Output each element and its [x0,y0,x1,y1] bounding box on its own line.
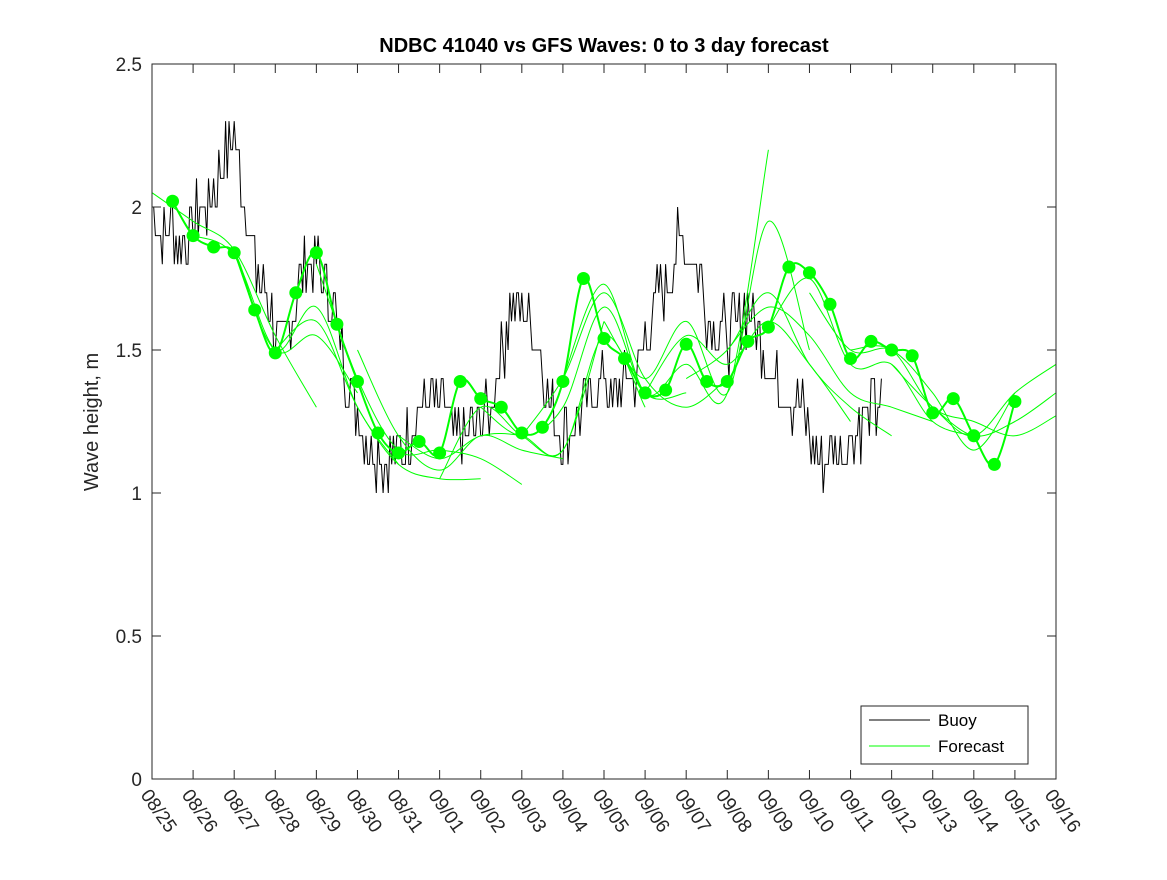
forecast-point [576,272,590,285]
forecast-point [741,334,755,348]
forecast-point [679,337,693,351]
forecast-point [659,383,673,397]
y-tick-label: 2 [131,198,142,219]
forecast-point [166,194,180,208]
y-tick-label: 0.5 [116,627,142,648]
forecast-point [720,374,734,388]
forecast-point [289,286,303,300]
forecast-point [494,400,508,414]
forecast-point [268,346,282,360]
plot-layer [151,121,1057,494]
forecast-point [412,435,426,449]
forecast-point [453,374,467,388]
forecast-run-line [768,277,974,437]
forecast-point [330,317,344,331]
forecast-point [474,392,488,406]
forecast-point [392,446,406,460]
forecast-point [761,320,775,334]
y-tick-label: 0 [131,770,142,791]
forecast-point [597,332,611,346]
forecast-run-line [685,292,892,437]
chart-title: NDBC 41040 vs GFS Waves: 0 to 3 day fore… [379,35,829,57]
forecast-run-line [603,220,810,396]
forecast-point [207,240,221,254]
forecast-point [186,229,200,243]
forecast-point [515,426,529,440]
forecast-point [926,406,940,420]
y-tick-label: 1.5 [116,341,142,362]
forecast-point [309,246,323,260]
forecast-point [433,446,447,460]
forecast-point [248,303,262,317]
forecast-point [946,392,960,406]
y-tick-label: 1 [131,484,142,505]
forecast-point [802,266,816,280]
forecast-point [987,457,1001,471]
forecast-run-line [726,306,933,422]
forecast-point [844,352,858,366]
y-axis-label: Wave height, m [81,353,103,491]
legend: Buoy Forecast [860,705,1029,765]
forecast-point [638,386,652,400]
forecast-point [1008,394,1022,408]
forecast-point [823,297,837,311]
forecast-point [905,349,919,363]
forecast-point [885,343,899,357]
forecast-point [535,420,549,434]
forecast-point [618,352,632,366]
legend-buoy-label: Buoy [938,711,977,730]
forecast-point [967,429,981,443]
forecast-run-line [357,349,564,471]
forecast-point [782,260,796,274]
forecast-point [700,374,714,388]
forecast-point [864,334,878,348]
forecast-run-line [932,392,1057,437]
legend-forecast-label: Forecast [938,737,1004,756]
forecast-point [227,246,241,260]
forecast-point [350,374,364,388]
forecast-run-line [562,149,769,404]
legend-box [860,705,1029,765]
y-tick-label: 2.5 [116,55,142,76]
forecast-point [371,426,385,440]
forecast-point [556,374,570,388]
